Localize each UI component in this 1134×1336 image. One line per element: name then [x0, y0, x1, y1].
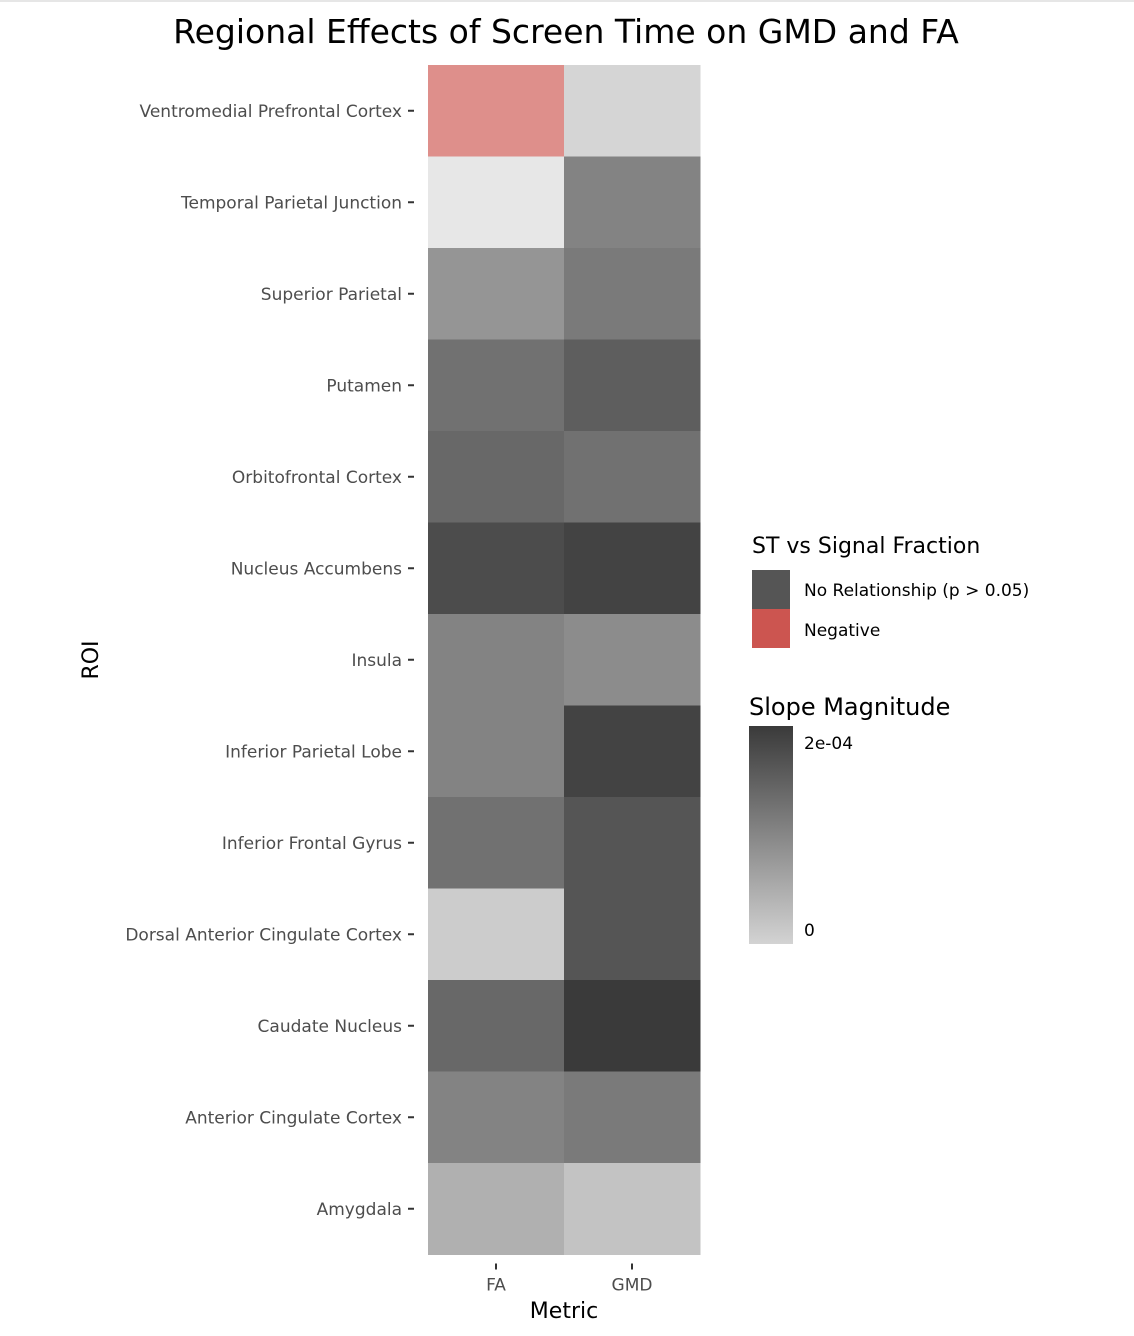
legend-swatch-negative: [752, 609, 790, 648]
heatmap-cell-inferior-parietal-lobe-fa: [428, 705, 565, 798]
heatmap-cell-putamen-fa: [428, 339, 565, 432]
heatmap-cell-caudate-nucleus-gmd: [564, 980, 701, 1072]
heatmap-cell-anterior-cingulate-cortex-gmd: [564, 1071, 701, 1164]
y-tick-label: Temporal Parietal Junction: [180, 193, 402, 213]
y-tick-label: Dorsal Anterior Cingulate Cortex: [125, 925, 402, 945]
heatmap-cell-inferior-frontal-gyrus-gmd: [564, 797, 701, 889]
legend-tick-max: 2e-04: [804, 734, 853, 754]
heatmap-cell-amygdala-fa: [428, 1163, 565, 1255]
y-tick-label: Amygdala: [317, 1200, 402, 1220]
heatmap-cell-orbitofrontal-cortex-gmd: [564, 431, 701, 523]
heatmap-cell-anterior-cingulate-cortex-fa: [428, 1071, 565, 1164]
legend-relationship-title: ST vs Signal Fraction: [752, 534, 980, 559]
heatmap-cell-dorsal-anterior-cingulate-cortex-fa: [428, 888, 565, 981]
heatmap-cell-inferior-parietal-lobe-gmd: [564, 705, 701, 798]
y-tick-label: Superior Parietal: [261, 285, 402, 305]
y-tick-label: Ventromedial Prefrontal Cortex: [140, 102, 402, 122]
chart-title: Regional Effects of Screen Time on GMD a…: [173, 12, 959, 51]
legend-slope-magnitude: Slope Magnitude 2e-04 0: [749, 693, 950, 944]
legend-label-negative: Negative: [804, 621, 880, 641]
heatmap-cell-ventromedial-prefrontal-cortex-fa: [428, 65, 565, 157]
y-tick-label: Putamen: [326, 376, 402, 396]
x-tick-label: GMD: [612, 1276, 653, 1296]
legend-colorbar: [749, 726, 793, 944]
x-axis-title: Metric: [530, 1299, 598, 1324]
legend-label-no-relationship: No Relationship (p > 0.05): [804, 581, 1029, 601]
legend-relationship: ST vs Signal Fraction No Relationship (p…: [752, 534, 1029, 648]
y-axis-title: ROI: [79, 640, 104, 679]
y-tick-label: Inferior Parietal Lobe: [225, 742, 402, 762]
heatmap-cell-superior-parietal-gmd: [564, 248, 701, 340]
heatmap-cell-insula-gmd: [564, 614, 701, 706]
legend-swatch-no-relationship: [752, 570, 790, 609]
heatmap-cell-superior-parietal-fa: [428, 248, 565, 340]
heatmap-cells: [428, 65, 701, 1255]
y-tick-label: Nucleus Accumbens: [231, 559, 402, 579]
y-tick-label: Insula: [351, 651, 402, 671]
heatmap-cell-temporal-parietal-junction-fa: [428, 156, 565, 249]
heatmap-cell-putamen-gmd: [564, 339, 701, 432]
heatmap-cell-dorsal-anterior-cingulate-cortex-gmd: [564, 888, 701, 981]
heatmap-cell-nucleus-accumbens-gmd: [564, 522, 701, 615]
heatmap-cell-ventromedial-prefrontal-cortex-gmd: [564, 65, 701, 157]
y-tick-label: Caudate Nucleus: [258, 1017, 403, 1037]
heatmap-cell-amygdala-gmd: [564, 1163, 701, 1255]
heatmap-cell-orbitofrontal-cortex-fa: [428, 431, 565, 523]
x-axis: FA GMD: [486, 1263, 653, 1296]
heatmap-cell-nucleus-accumbens-fa: [428, 522, 565, 615]
legend-slope-title: Slope Magnitude: [749, 693, 950, 721]
heatmap-cell-caudate-nucleus-fa: [428, 980, 565, 1072]
heatmap-cell-inferior-frontal-gyrus-fa: [428, 797, 565, 889]
x-tick-label: FA: [486, 1276, 506, 1296]
heatmap-cell-temporal-parietal-junction-gmd: [564, 156, 701, 249]
y-tick-label: Inferior Frontal Gyrus: [222, 834, 402, 854]
y-tick-label: Orbitofrontal Cortex: [232, 468, 402, 488]
legend-tick-min: 0: [804, 921, 815, 941]
y-tick-label: Anterior Cingulate Cortex: [185, 1108, 402, 1128]
heatmap-cell-insula-fa: [428, 614, 565, 706]
y-axis: Ventromedial Prefrontal Cortex Temporal P…: [125, 102, 414, 1220]
top-border: [0, 0, 1134, 2]
